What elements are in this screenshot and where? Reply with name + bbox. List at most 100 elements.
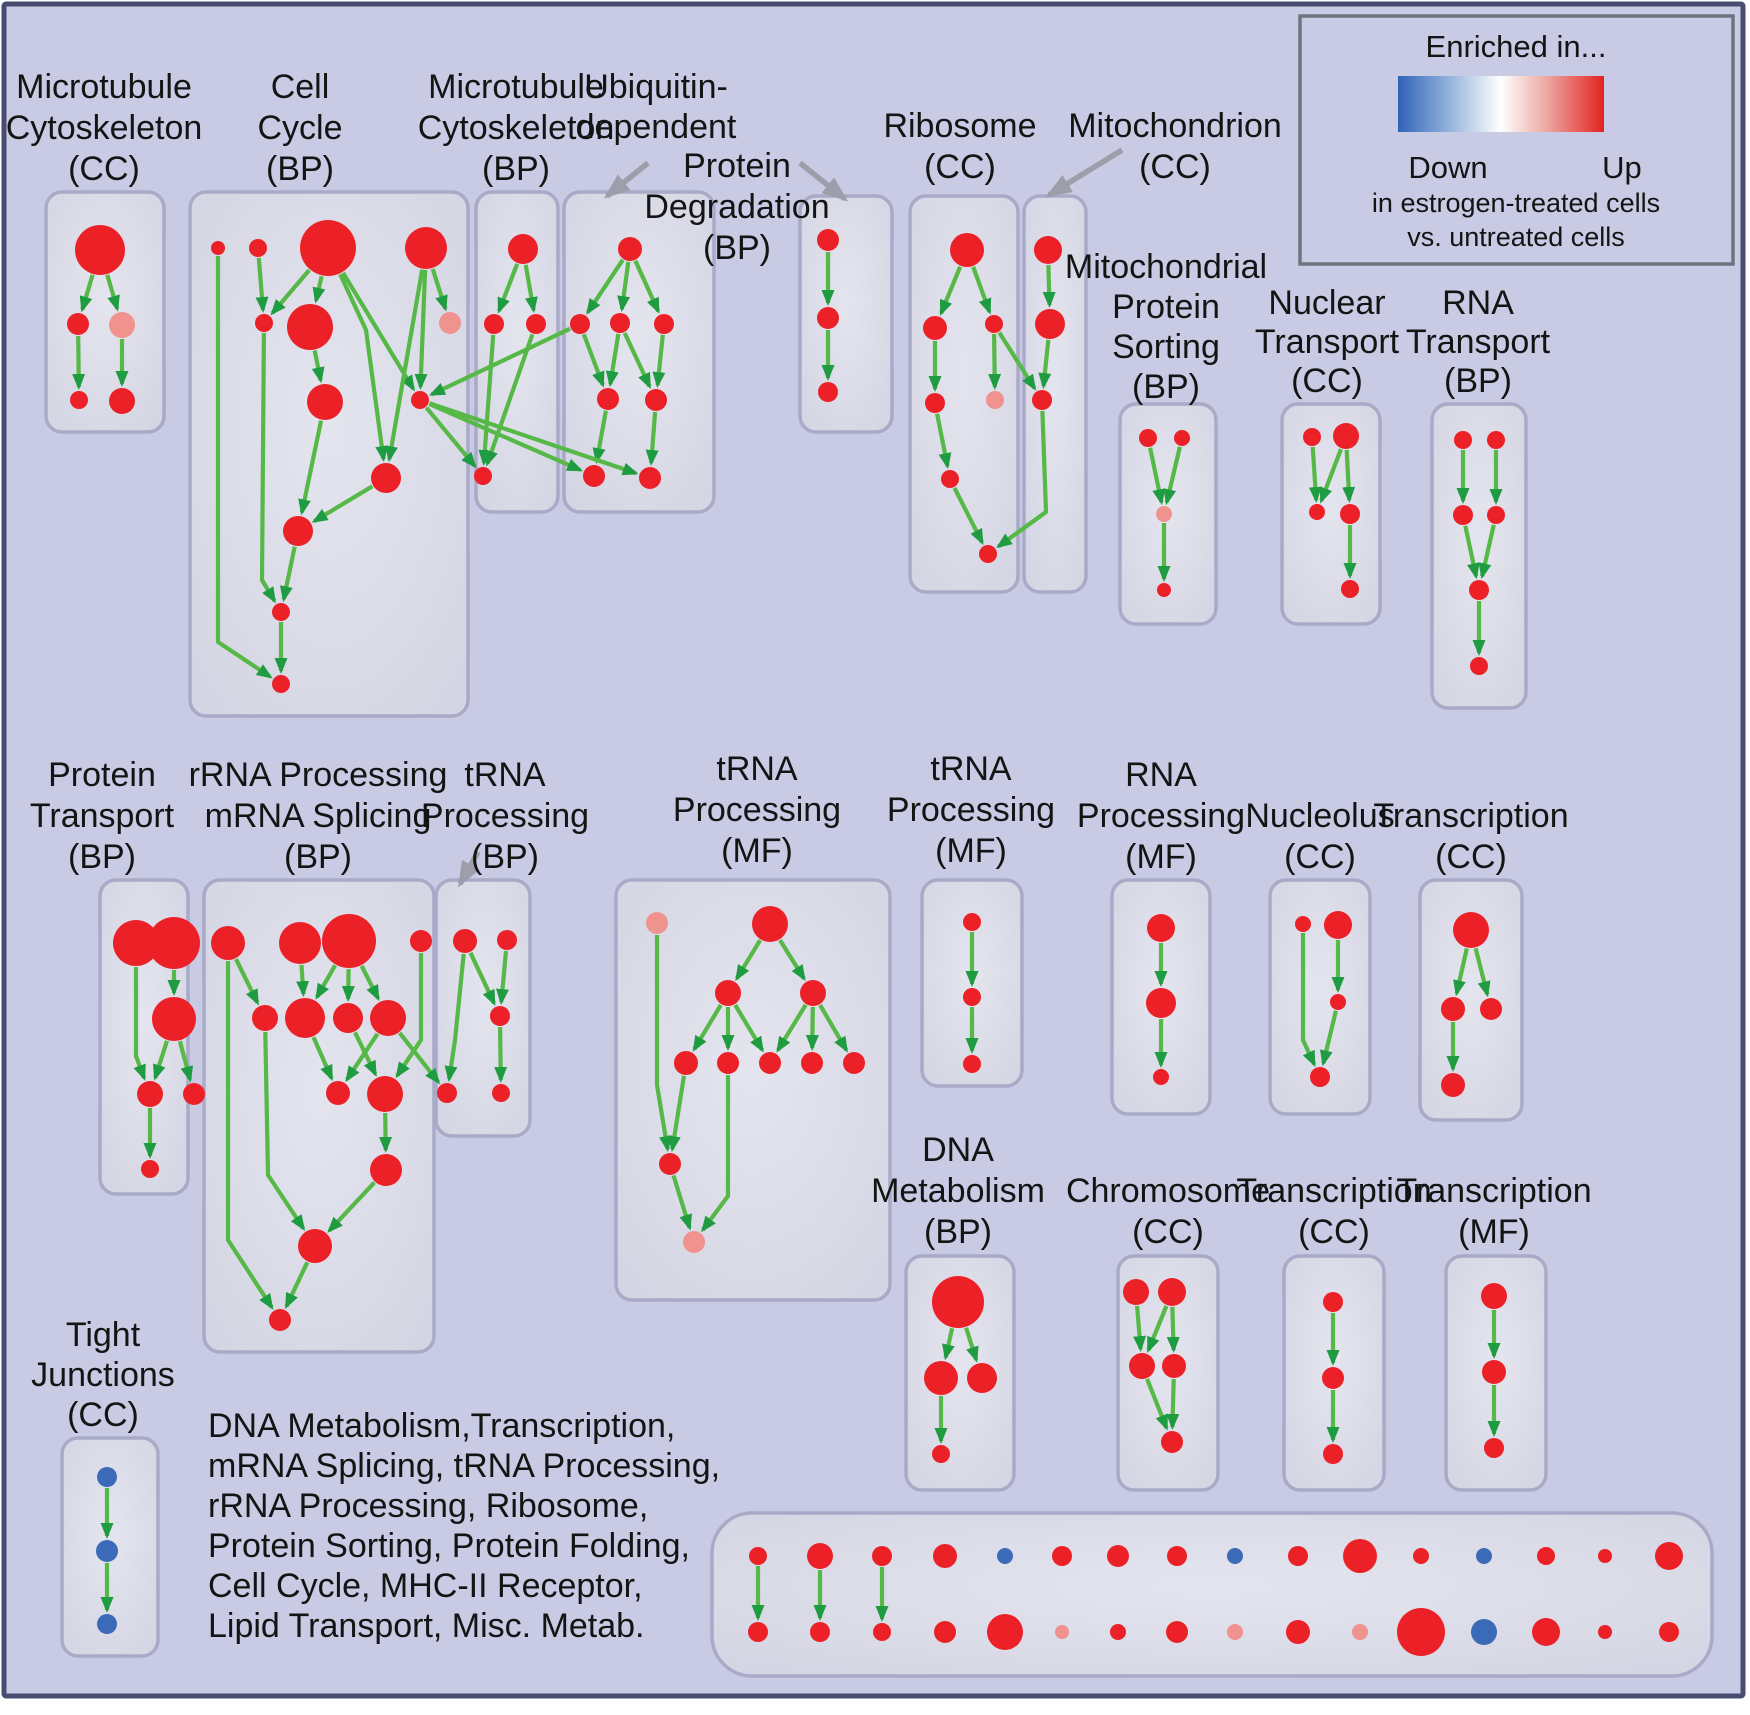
edge-arrow-u1-u3 (617, 261, 631, 313)
go-term-node-g5 (252, 1005, 278, 1031)
go-term-node-t5 (674, 1051, 698, 1075)
edge-arrow-z1-z3 (1473, 947, 1491, 998)
go-term-node-u2 (570, 314, 590, 334)
edge-arrow-n9-u7 (428, 402, 584, 472)
edge-arrow-q2-q4 (1342, 449, 1356, 503)
edge-arrow-g8-g9 (345, 1032, 380, 1083)
misc-node-top (933, 1544, 957, 1568)
go-term-node-g8 (370, 1000, 406, 1036)
edge-arrow-n9-m4 (424, 406, 477, 469)
edge-arrow-u1-u2 (586, 258, 625, 315)
legend-down-label: Down (1408, 150, 1487, 185)
cluster-box-rna-transport (1430, 402, 1528, 710)
go-term-node-n10 (371, 463, 401, 493)
go-term-node-u3 (610, 313, 630, 333)
edge-arrow-h1-h4 (444, 953, 466, 1083)
go-term-node-c3 (1129, 1353, 1155, 1379)
trna-mf-large-label: tRNA Processing (MF) (673, 750, 841, 870)
go-term-node-y1 (1295, 916, 1311, 932)
go-term-node-r5 (986, 391, 1004, 409)
misc-node-top (1598, 1549, 1612, 1563)
go-term-node-r7 (979, 545, 997, 563)
misc-node-top (1413, 1548, 1429, 1564)
go-term-node-m4 (474, 467, 492, 485)
go-term-node-h3 (490, 1006, 510, 1026)
edge-arrow-n3-n9 (341, 271, 416, 392)
go-term-node-z1 (1453, 912, 1489, 948)
go-term-node-g3 (322, 914, 376, 968)
go-term-node-p1 (1139, 429, 1157, 447)
go-term-node-n5 (255, 314, 273, 332)
edge-arrow-h3-h5 (494, 1026, 508, 1083)
nucleolus-label: Nucleolus (CC) (1245, 797, 1394, 876)
edge-arrow-h1-h3 (468, 951, 497, 1007)
go-term-node-y2 (1324, 911, 1352, 939)
legend-up-label: Up (1602, 150, 1642, 185)
misc-node-top (872, 1546, 892, 1566)
misc-caption-line: mRNA Splicing, tRNA Processing, (208, 1447, 720, 1485)
edge-arrow-g3-g8 (359, 965, 380, 1002)
go-term-node-h4 (437, 1083, 457, 1103)
go-term-node-z2 (1441, 997, 1465, 1021)
go-term-node-u8 (639, 467, 661, 489)
go-term-node-a2 (67, 313, 89, 335)
edge-arrow-m3-m4 (485, 333, 535, 467)
go-term-node-ub2 (817, 307, 839, 329)
misc-node-bottom (934, 1621, 956, 1643)
edge-arrow-g1-g13 (225, 961, 274, 1310)
edge-arrow-w2-w3 (1038, 339, 1052, 390)
edge-arrow-c2-c3 (1146, 1305, 1169, 1353)
go-term-node-q4 (1340, 504, 1360, 524)
misc-caption-line: rRNA Processing, Ribosome, (208, 1487, 648, 1525)
edge-arrow-g7-g10 (353, 1031, 378, 1077)
legend-box (1298, 14, 1735, 266)
nodes (67, 220, 1507, 1634)
misc-node-bottom (748, 1622, 768, 1642)
edge-arrow-g1-g5 (234, 958, 260, 1006)
edge-arrow-u3-u6 (622, 332, 652, 390)
edge-arrow-h2-h3 (496, 950, 509, 1006)
misc-node-top (997, 1548, 1013, 1564)
go-term-node-pt4 (137, 1081, 163, 1107)
go-term-node-c1 (1123, 1279, 1149, 1305)
edge-arrow-n2-n5 (255, 257, 269, 313)
edge-arrow-pt3-pt6 (177, 1040, 194, 1083)
misc-node-top (1288, 1546, 1308, 1566)
ubiquitin-pointer-right (798, 160, 849, 202)
cluster-box-nucleolus (1268, 878, 1372, 1116)
edge-arrow-g5-g12 (263, 1031, 306, 1232)
go-term-node-u1 (618, 237, 642, 261)
transcription-cc-bottom-label: Transcription (CC) (1236, 1172, 1431, 1251)
cell-cycle-label: Cell Cycle (BP) (257, 68, 342, 188)
mitochondrion-pointer (1045, 147, 1124, 198)
edge-arrow-n3-n10 (338, 273, 389, 463)
edge-arrow-q2-q3 (1319, 448, 1343, 504)
go-term-node-t2 (752, 906, 788, 942)
edge-arrow-m2-m4 (478, 334, 496, 466)
edge-arrow-pt1-pt4 (133, 967, 147, 1081)
go-term-node-p2 (1174, 430, 1190, 446)
go-term-node-n13 (272, 675, 290, 693)
misc-caption-line: Lipid Transport, Misc. Metab. (208, 1607, 645, 1645)
go-term-node-tj1 (97, 1467, 117, 1487)
edge-arrow-w1-w2 (1042, 264, 1056, 308)
go-term-node-n9 (411, 391, 429, 409)
go-term-node-t7 (759, 1052, 781, 1074)
edge-arrow-n4-n9 (414, 269, 428, 390)
go-term-node-v2 (963, 988, 981, 1006)
misc-node-top (1052, 1546, 1072, 1566)
edge-arrow-r4-r6 (935, 413, 952, 470)
edge-arrow-t6-t11 (701, 1075, 731, 1233)
misc-caption-line: Protein Sorting, Protein Folding, (208, 1527, 690, 1565)
go-term-node-ub3 (818, 382, 838, 402)
edge-arrow-r6-r7 (952, 486, 984, 546)
go-term-node-q3 (1309, 504, 1325, 520)
go-term-node-r2 (923, 316, 947, 340)
rna-processing-mf-label: RNA Processing (MF) (1077, 756, 1245, 876)
misc-node-bottom (1397, 1608, 1445, 1656)
rna-transport-label: RNA Transport (BP) (1406, 284, 1551, 400)
go-term-node-f3 (1484, 1438, 1504, 1458)
transcription-cc-mid-label: Transcription (CC) (1373, 797, 1568, 876)
edge-arrow-g10-g11 (379, 1112, 393, 1153)
